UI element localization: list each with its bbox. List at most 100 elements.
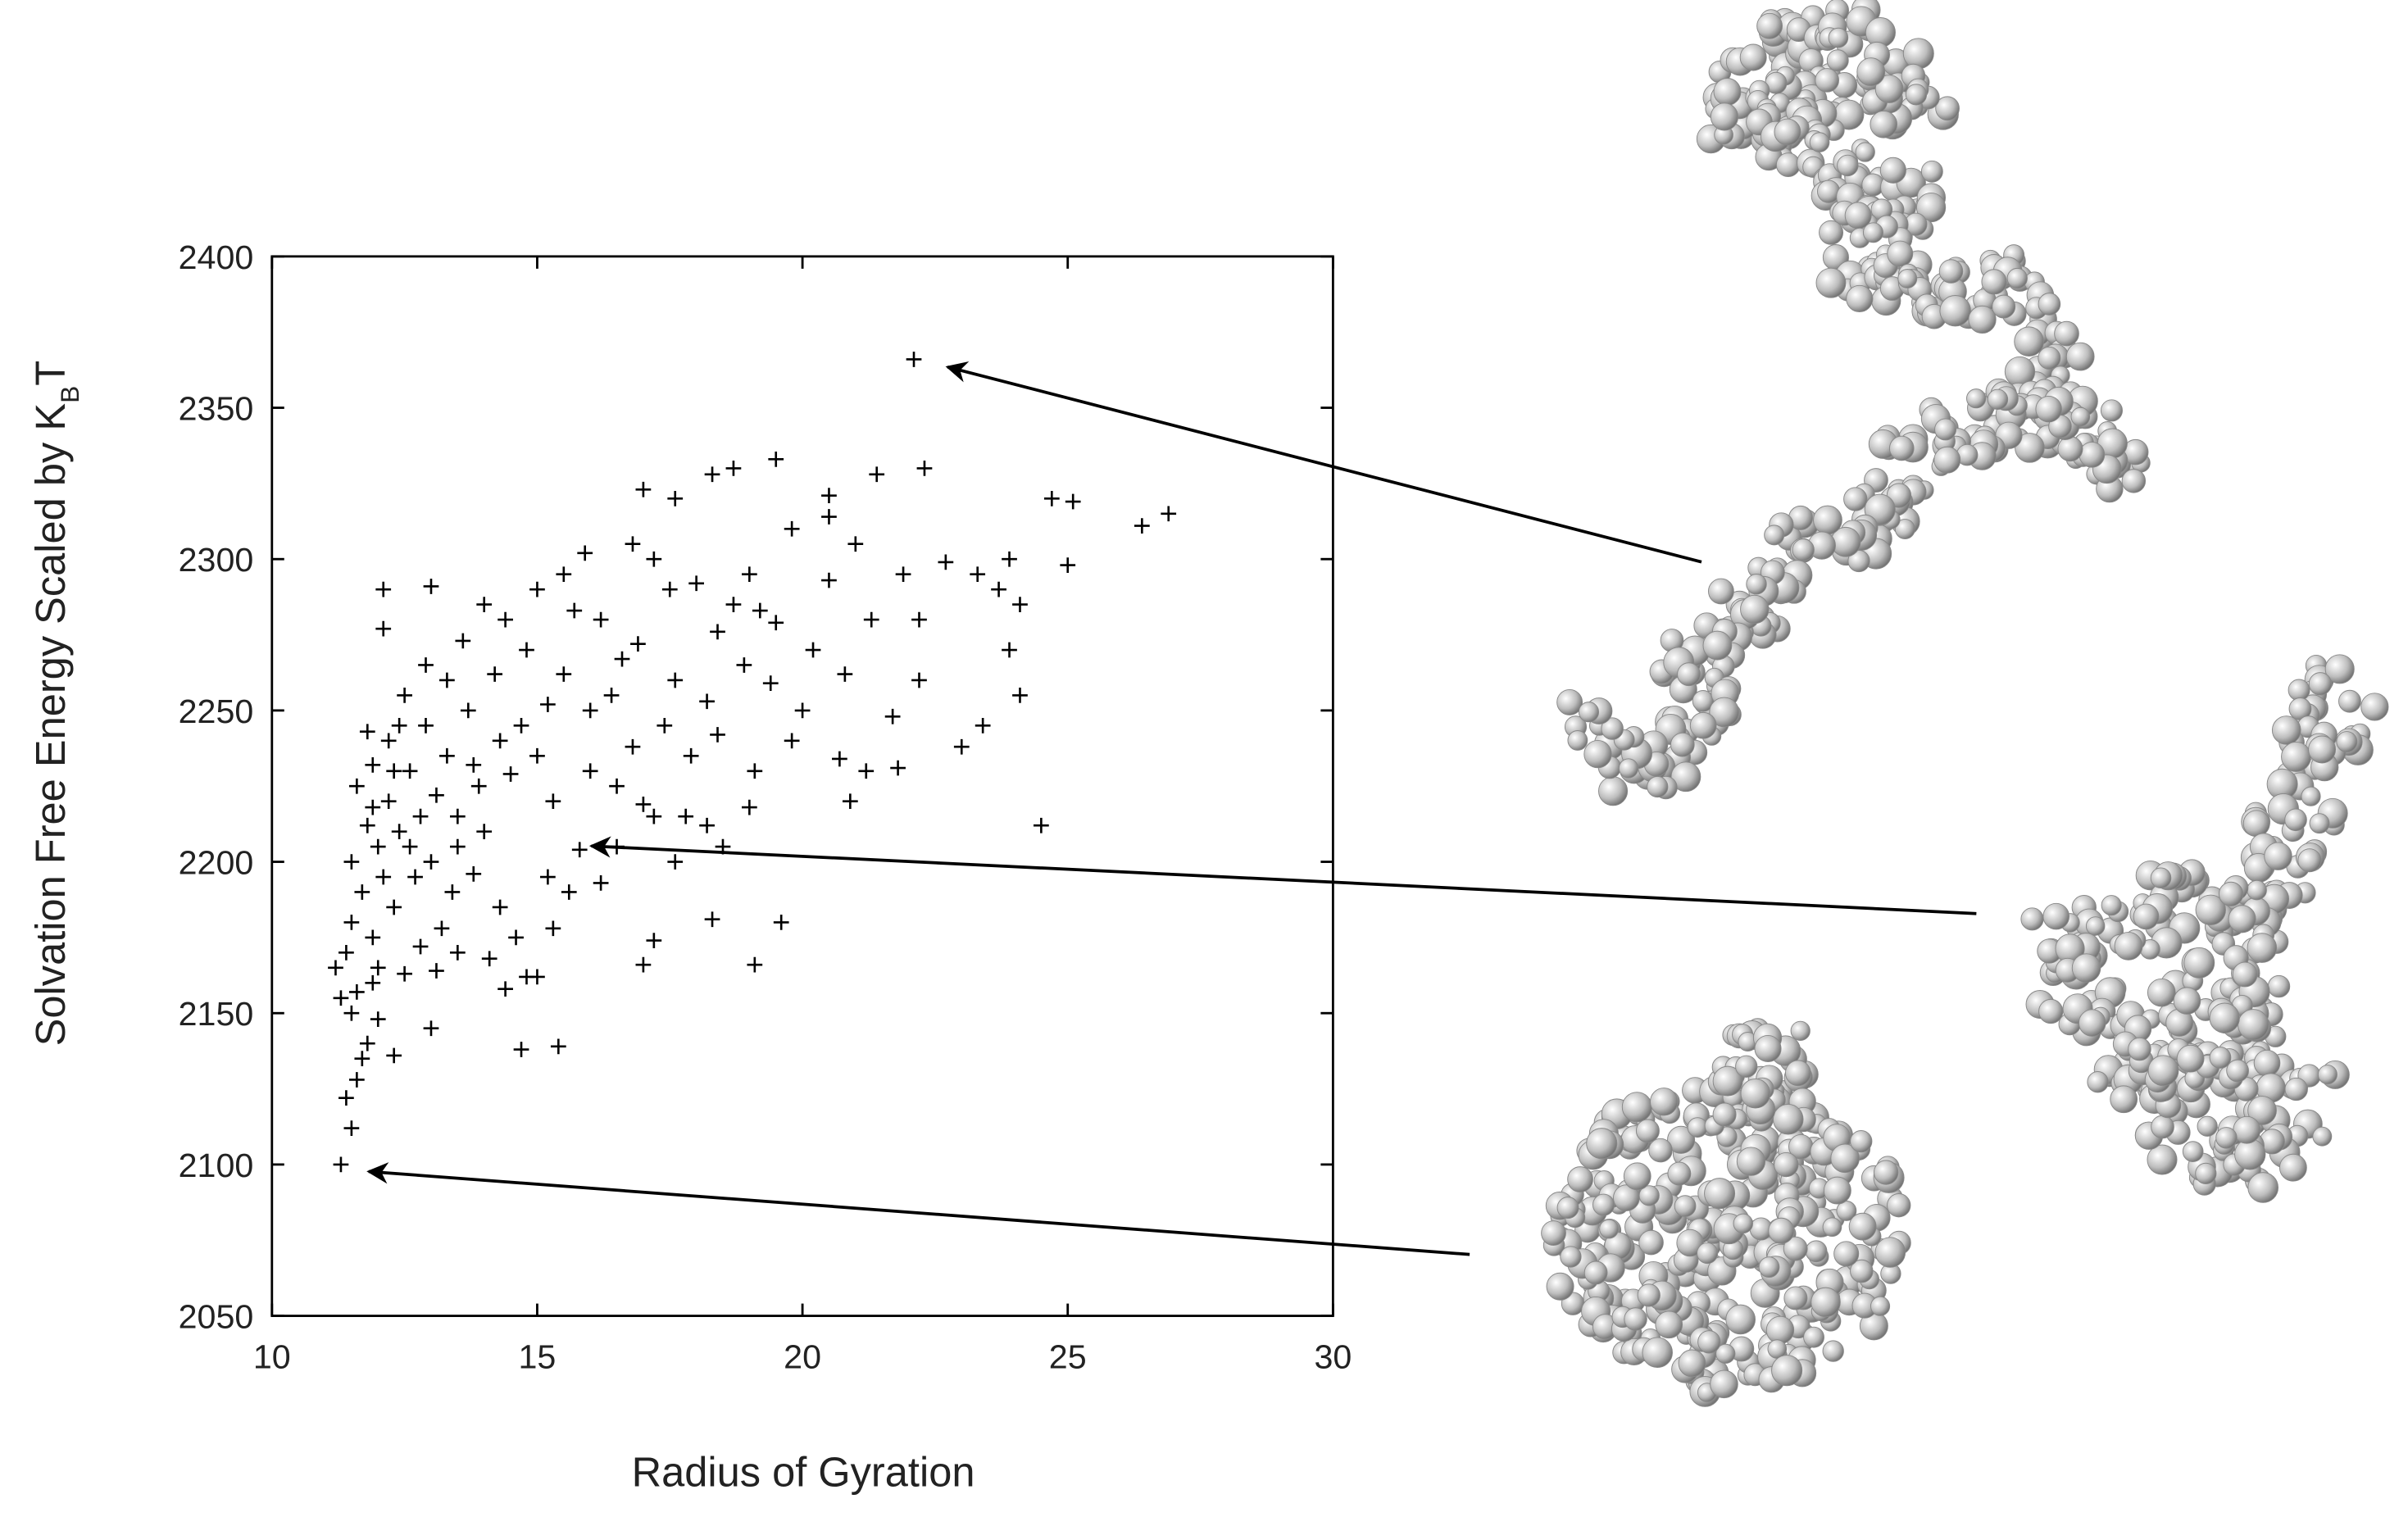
atom (1870, 110, 1898, 139)
atom (2242, 810, 2270, 838)
atom (2014, 326, 2044, 357)
point (571, 842, 588, 858)
atom (2128, 1037, 2151, 1061)
point (444, 884, 461, 900)
point (466, 865, 482, 882)
atom (1981, 269, 2007, 295)
point (481, 951, 498, 967)
atom (1556, 688, 1583, 715)
atom (1894, 519, 1915, 539)
atom (1813, 505, 1842, 535)
point (906, 352, 922, 367)
atom (1764, 525, 1785, 546)
point (577, 545, 593, 561)
point (603, 688, 620, 703)
point (1002, 642, 1017, 658)
point (953, 738, 970, 755)
atom (1846, 284, 1874, 313)
y-axis-label-text: Solvation Free Energy Scaled by K (27, 403, 74, 1047)
atom (2147, 1144, 2178, 1175)
atom (1784, 1060, 1811, 1087)
point (455, 633, 471, 649)
point (556, 666, 572, 682)
point (429, 787, 444, 803)
point (540, 697, 556, 712)
point (365, 757, 381, 773)
atom (1905, 84, 1928, 106)
point (667, 854, 684, 870)
atom (1613, 1184, 1640, 1211)
point (630, 636, 646, 652)
atom (2247, 1096, 2277, 1125)
atom (1638, 1229, 1664, 1256)
atom (1897, 269, 1918, 288)
point (1012, 597, 1028, 612)
atom (1790, 1020, 1811, 1041)
point (397, 688, 412, 703)
atom (2308, 735, 2337, 764)
atom (2301, 786, 2321, 806)
atom (1733, 1213, 1753, 1234)
point (768, 451, 784, 467)
point (736, 657, 752, 673)
point (550, 1038, 566, 1055)
point (407, 869, 423, 885)
point (343, 1005, 360, 1021)
point (343, 915, 360, 930)
atom (2015, 433, 2045, 463)
point (338, 1090, 354, 1106)
point (423, 579, 439, 594)
atom (1758, 1256, 1780, 1278)
plot-frame (270, 255, 1334, 1317)
atom (1874, 1160, 1899, 1185)
point (338, 944, 354, 961)
atom (1823, 1176, 1851, 1205)
point (911, 611, 927, 628)
atom (1546, 1272, 1574, 1301)
atom (1811, 1287, 1841, 1318)
atom (1736, 1147, 1766, 1176)
atom (1567, 730, 1588, 751)
point (566, 602, 583, 619)
point (460, 702, 476, 719)
atom (2150, 867, 2172, 889)
y-tick-label: 2050 (179, 1298, 254, 1336)
atom (1713, 78, 1742, 106)
atom (2297, 848, 2322, 873)
point (386, 1047, 402, 1064)
point (869, 466, 885, 483)
atom (2020, 907, 2044, 931)
atom (1938, 259, 1964, 284)
point (1033, 817, 1049, 833)
point (991, 581, 1006, 597)
atom (1746, 574, 1767, 595)
atom (1674, 1195, 1697, 1217)
atom (2271, 715, 2301, 745)
atom (1833, 1241, 1860, 1267)
atom (1879, 157, 1906, 184)
point (661, 581, 678, 597)
atom (2215, 1127, 2238, 1149)
point (741, 566, 757, 583)
atom (1601, 717, 1624, 740)
point (609, 838, 625, 855)
point (699, 693, 715, 710)
atom (1837, 154, 1859, 177)
atom (1775, 152, 1801, 178)
x-tick-label: 30 (1314, 1338, 1352, 1375)
point (561, 884, 577, 900)
atom (1920, 160, 1943, 183)
atom (1774, 118, 1801, 146)
point (752, 602, 768, 619)
point (667, 490, 684, 506)
point (970, 566, 986, 583)
atom (2247, 933, 2278, 963)
point (348, 984, 365, 1000)
point (593, 611, 609, 628)
atom (1768, 1217, 1795, 1244)
atom (2238, 1009, 2269, 1041)
point (847, 536, 864, 552)
atom (1874, 1237, 1906, 1268)
x-axis-label: Radius of Gyration (632, 1449, 975, 1496)
atom (2147, 1055, 2179, 1087)
